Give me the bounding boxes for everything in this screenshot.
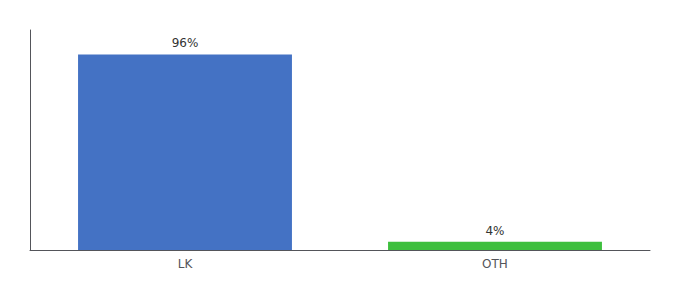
svg-text:4%: 4% — [485, 224, 504, 238]
svg-text:LK: LK — [178, 257, 194, 271]
svg-text:96%: 96% — [172, 36, 199, 50]
svg-text:OTH: OTH — [482, 257, 508, 271]
